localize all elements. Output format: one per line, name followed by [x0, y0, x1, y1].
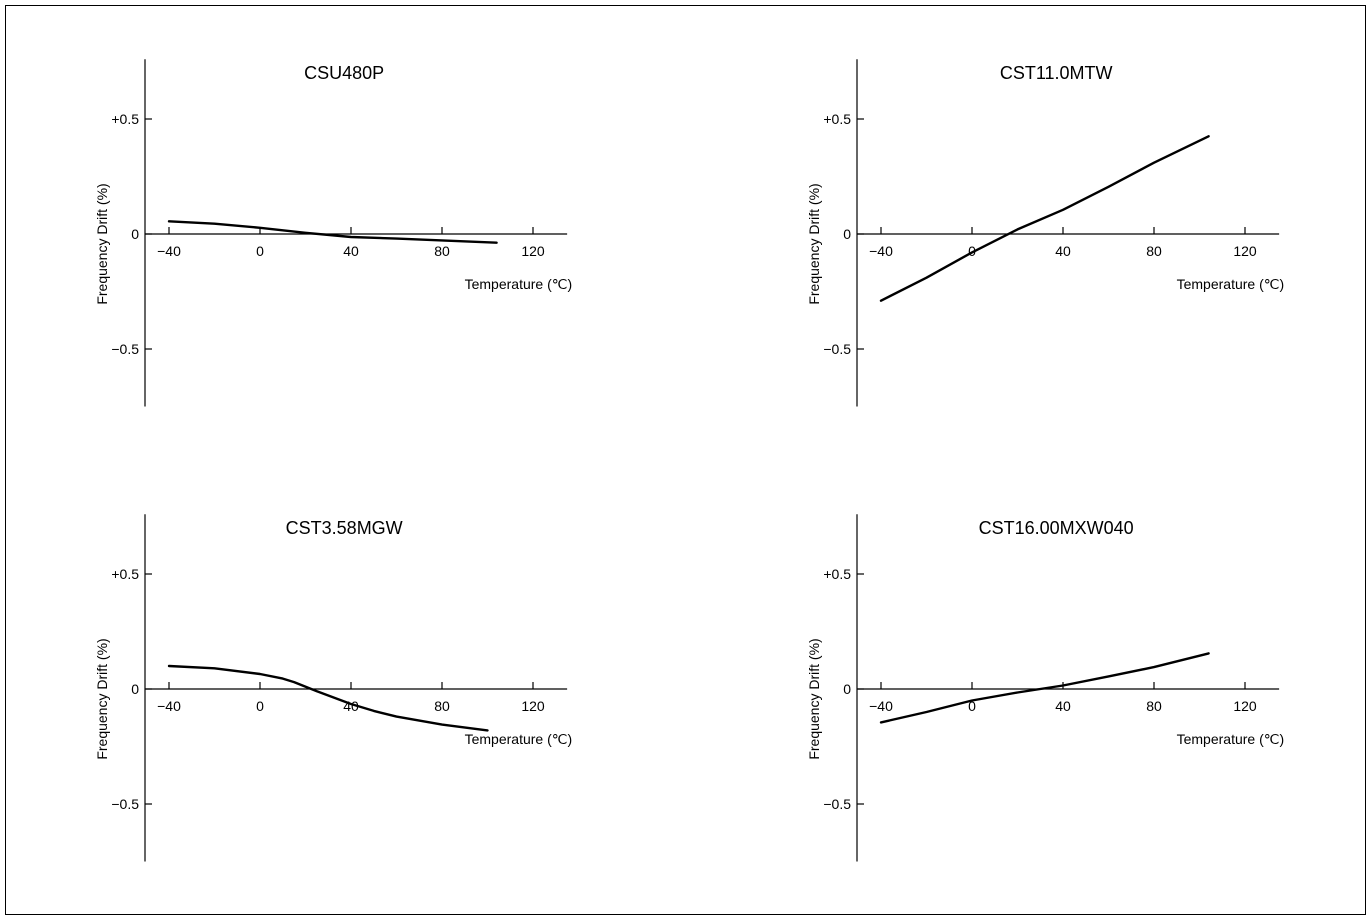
chart-panel: CST3.58MGW+0.50−0.5−40 0 40 80 120Temperatur…	[94, 514, 572, 861]
x-tick-label: 40	[1055, 243, 1071, 259]
chart-panel: CSU480P +0.5 0 −0.5 −40 0 40 80 120 Temperature (…	[94, 59, 572, 406]
chart-title: CSU480P	[304, 63, 384, 83]
x-tick-label: 40	[1055, 698, 1071, 714]
y-tick-label: −0.5	[111, 796, 139, 812]
x-tick-label: −40	[869, 243, 893, 259]
x-tick-label: 40	[343, 243, 359, 259]
y-tick-label: 0	[131, 681, 139, 697]
x-axis-label: Temperature (℃)	[465, 276, 573, 292]
y-tick-label: +0.5	[823, 111, 851, 127]
x-axis-label: Temperature (℃)	[465, 731, 573, 747]
x-axis-label: Temperature (℃)	[1177, 276, 1285, 292]
y-tick-label: −0.5	[111, 341, 139, 357]
y-tick-label: +0.5	[111, 566, 139, 582]
chart-panel: CST11.0MTW+0.50−0.5−40 0 40 80 120Temperatur…	[806, 59, 1284, 406]
x-tick-label: 0	[256, 698, 264, 714]
chart-title: CST16.00MXW040	[979, 518, 1134, 538]
x-tick-label: 80	[1146, 243, 1162, 259]
y-tick-label: −0.5	[823, 796, 851, 812]
x-tick-label: 80	[1146, 698, 1162, 714]
y-tick-label: 0	[843, 681, 851, 697]
chart-title: CST11.0MTW	[1000, 63, 1113, 83]
x-tick-label: 120	[1233, 698, 1257, 714]
chart-title: CST3.58MGW	[286, 518, 403, 538]
y-axis-label: Frequency Drift (%)	[806, 183, 822, 304]
x-tick-label: 80	[434, 243, 450, 259]
y-tick-label: −0.5	[823, 341, 851, 357]
y-tick-label: +0.5	[823, 566, 851, 582]
x-tick-label: −40	[869, 698, 893, 714]
x-axis-label: Temperature (℃)	[1177, 731, 1285, 747]
y-tick-label: 0	[843, 226, 851, 242]
x-tick-label: 120	[521, 698, 545, 714]
x-tick-label: 120	[1233, 243, 1257, 259]
y-tick-label: 0	[131, 226, 139, 242]
y-axis-label: Frequency Drift (%)	[94, 638, 110, 759]
y-axis-label: Frequency Drift (%)	[806, 638, 822, 759]
y-axis-label: Frequency Drift (%)	[94, 183, 110, 304]
chart-panel: CST16.00MXW040+0.50−0.5−40 0 40 80 120Temper…	[806, 514, 1284, 861]
y-tick-label: +0.5	[111, 111, 139, 127]
x-tick-label: −40	[157, 243, 181, 259]
series-line	[169, 221, 497, 242]
series-line	[881, 136, 1209, 300]
x-tick-label: 120	[521, 243, 545, 259]
x-tick-label: −40	[157, 698, 181, 714]
x-tick-label: 80	[434, 698, 450, 714]
x-tick-label: 0	[256, 243, 264, 259]
